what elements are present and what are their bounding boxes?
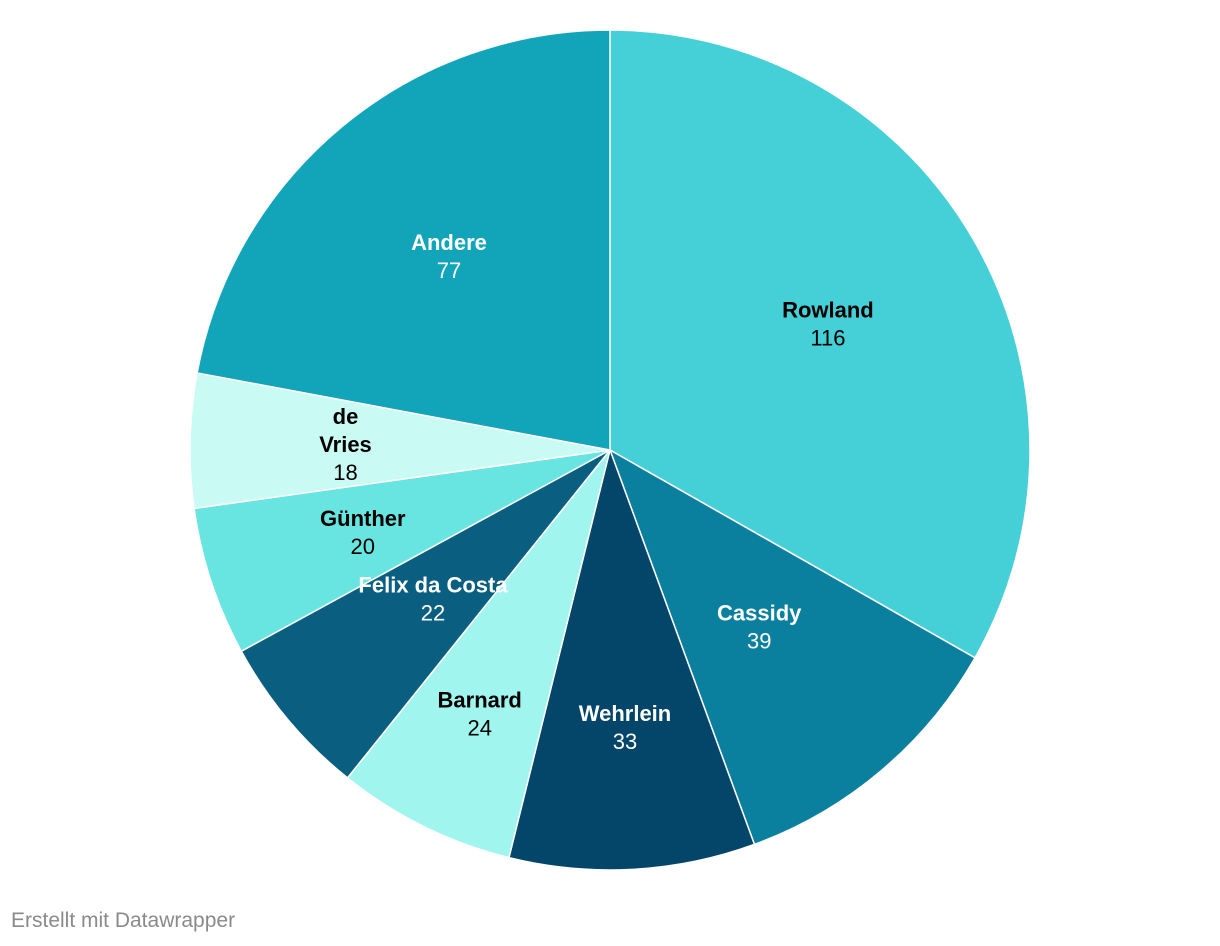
pie-slice-barnard — [346, 449, 611, 859]
pie-slice-andere — [196, 29, 611, 451]
slice-label-felix-da-costa: Felix da Costa 22 — [358, 572, 508, 625]
slice-value: 18 — [333, 460, 357, 485]
slice-name: Felix da Costa — [358, 572, 508, 597]
slice-label-barnard: Barnard 24 — [438, 688, 522, 741]
slice-label-cassidy: Cassidy 39 — [717, 600, 802, 653]
slice-value: 22 — [421, 600, 445, 625]
pie-slices — [189, 29, 1031, 871]
pie-slice-g-nther — [193, 449, 611, 653]
pie-slice-felix-da-costa — [240, 449, 611, 779]
slice-label-rowland: Rowland 116 — [782, 297, 874, 350]
pie-slice-cassidy — [608, 448, 977, 846]
slice-name: Barnard — [438, 688, 522, 713]
slice-label-andere: Andere 77 — [411, 230, 487, 283]
slice-name: Vries — [319, 432, 372, 457]
pie-labels: Rowland 116 Cassidy 39 Wehrlein 33 Barnard 24 Fe… — [319, 230, 874, 754]
slice-name: Wehrlein — [579, 701, 672, 726]
slice-name: Andere — [411, 230, 487, 255]
slice-value: 39 — [747, 628, 771, 653]
slice-label-de-vries: de Vries 18 — [319, 404, 372, 485]
slice-name: de — [333, 404, 359, 429]
slice-value: 33 — [613, 729, 637, 754]
slice-name: Günther — [320, 506, 406, 531]
credit-text: Erstellt mit Datawrapper — [11, 909, 236, 932]
slice-value: 77 — [437, 258, 461, 283]
slice-name: Rowland — [782, 297, 874, 322]
pie-slice-rowland — [609, 29, 1031, 659]
slice-value: 116 — [810, 325, 845, 350]
slice-label-g-nther: Günther 20 — [320, 506, 406, 559]
slice-name: Cassidy — [717, 600, 802, 625]
pie-chart: Rowland 116 Cassidy 39 Wehrlein 33 Barnard 24 Fe… — [189, 29, 1031, 871]
slice-value: 20 — [351, 534, 375, 559]
slice-value: 24 — [467, 716, 491, 741]
slice-label-wehrlein: Wehrlein 33 — [579, 701, 672, 754]
pie-slice-wehrlein — [508, 447, 756, 871]
